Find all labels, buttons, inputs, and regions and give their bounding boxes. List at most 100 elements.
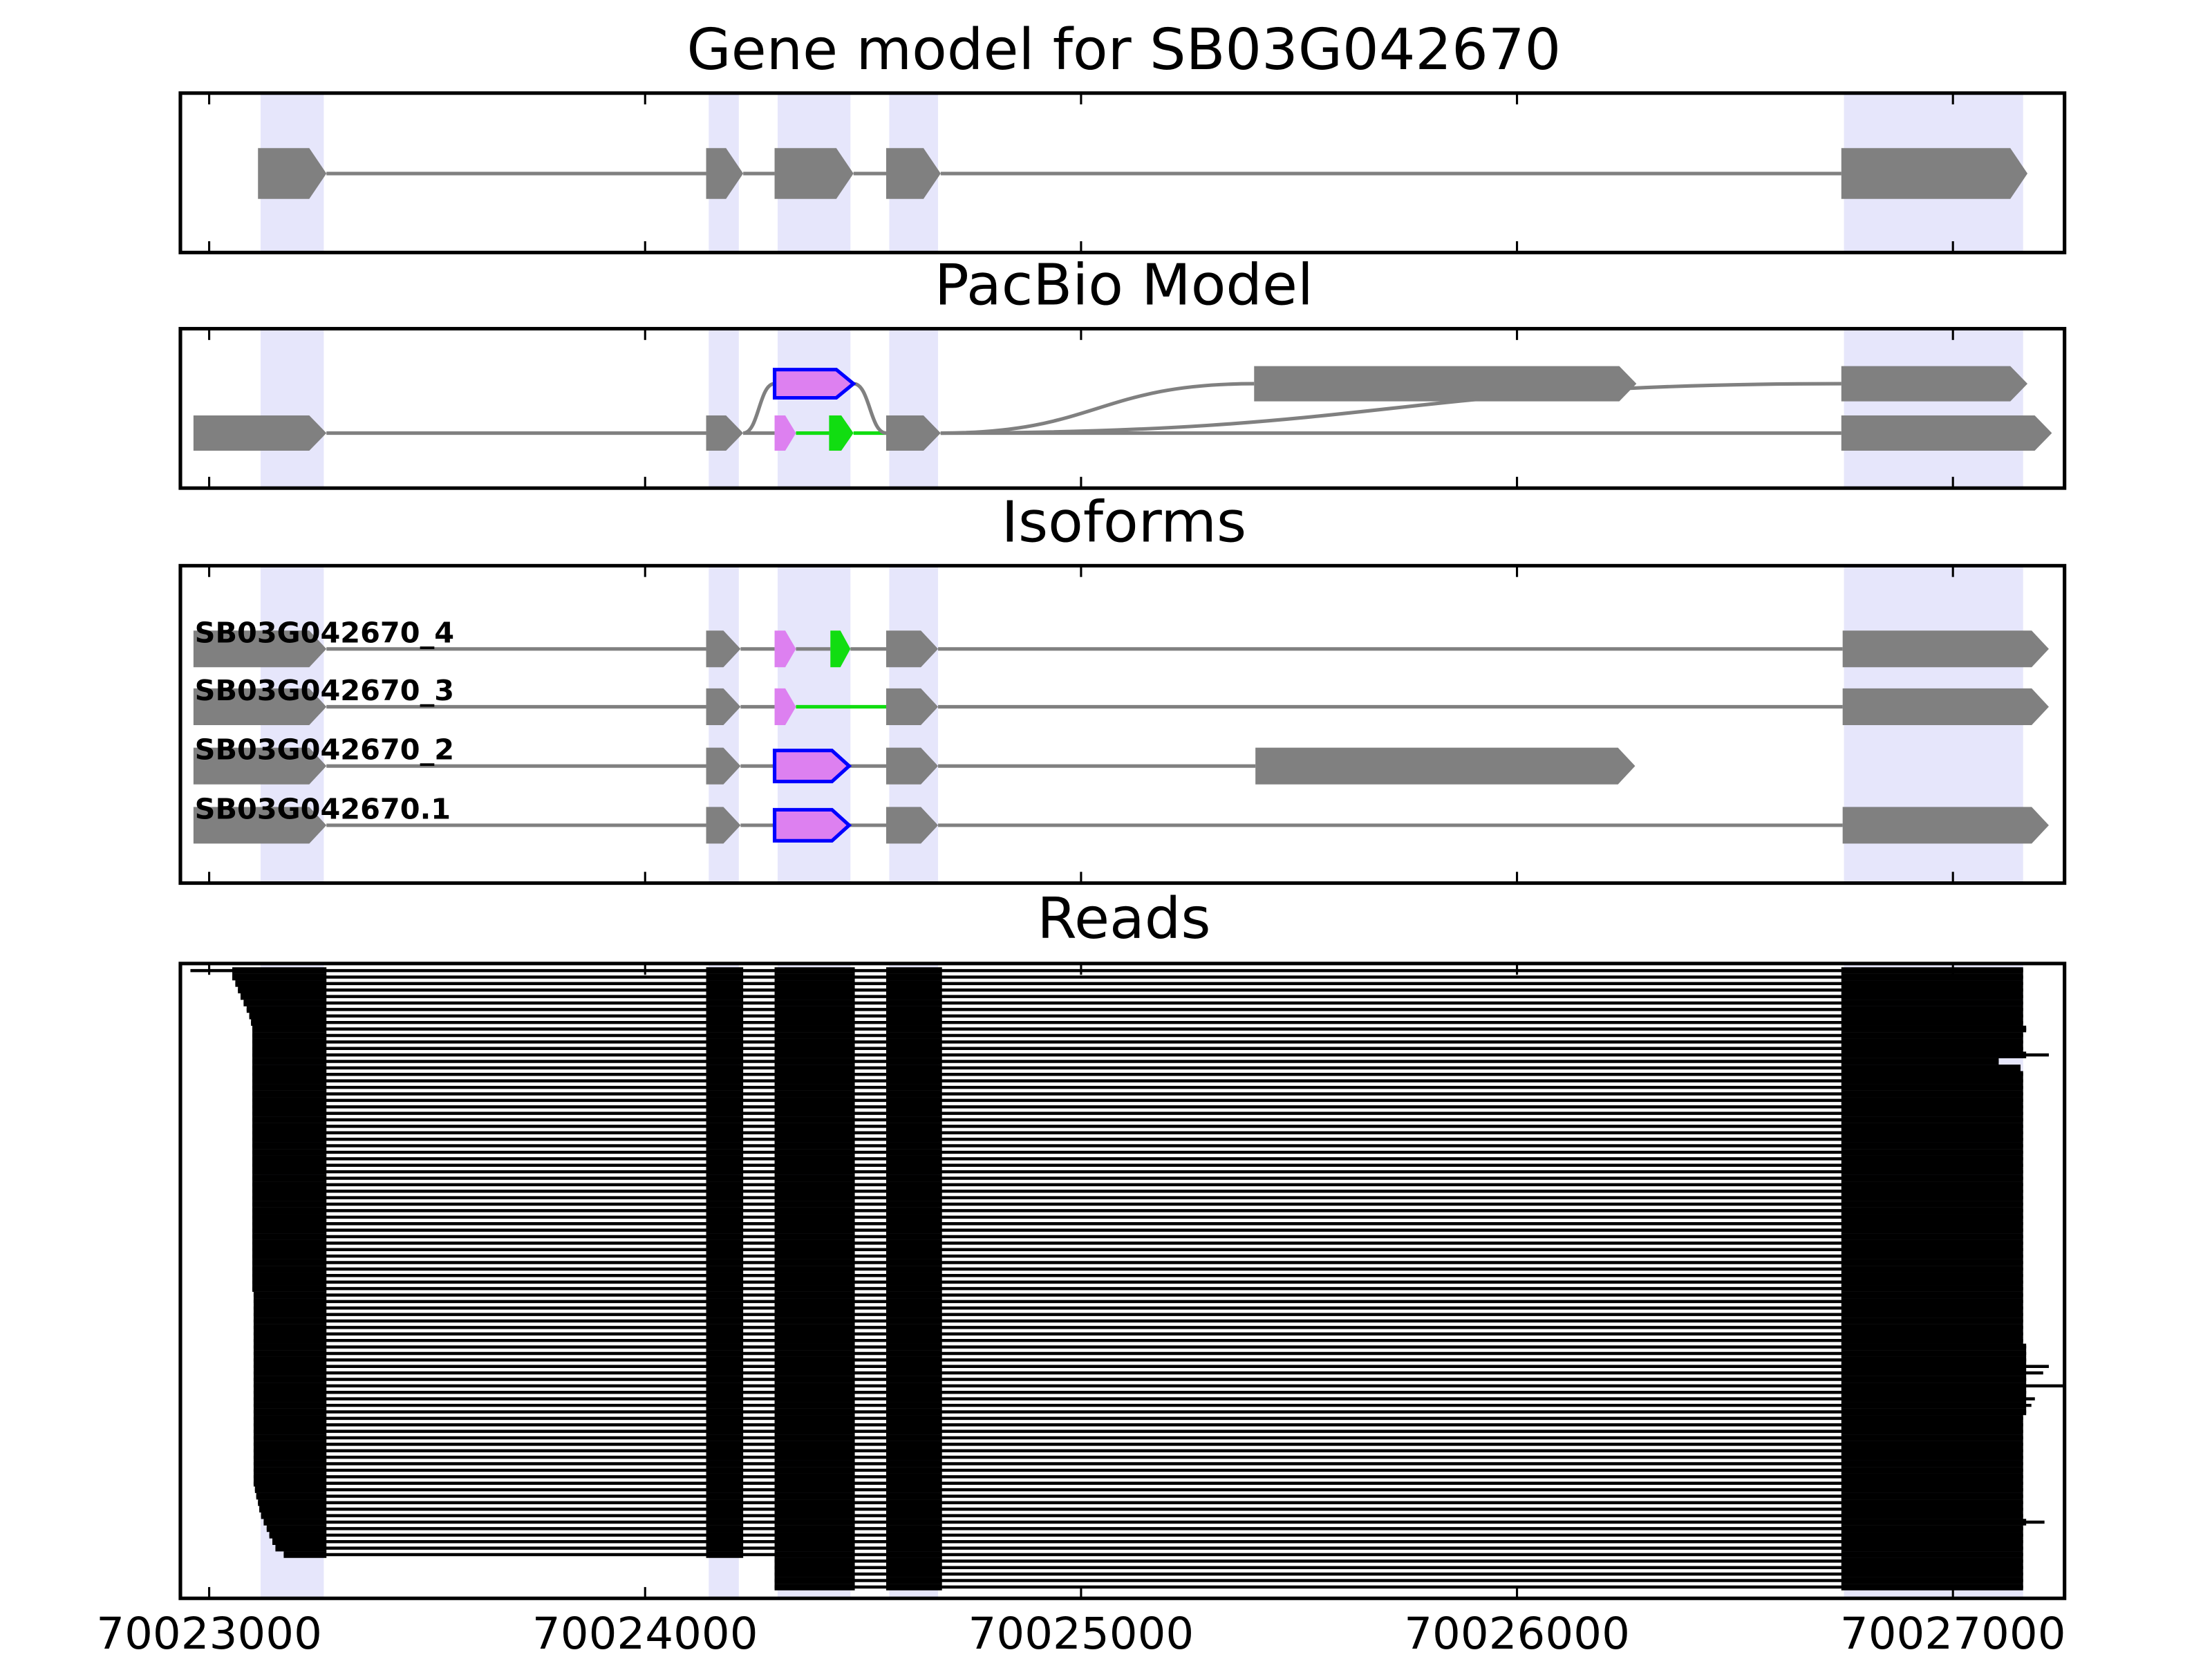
read-block bbox=[706, 1538, 744, 1545]
read-block bbox=[252, 1168, 327, 1175]
read-block bbox=[1841, 1291, 2023, 1299]
read-block bbox=[774, 1032, 855, 1039]
read-block bbox=[1841, 1564, 2023, 1571]
read-block bbox=[252, 1188, 327, 1195]
read-block bbox=[253, 1350, 327, 1357]
read-block bbox=[774, 1188, 855, 1195]
read-block bbox=[253, 1382, 327, 1389]
read-block bbox=[886, 1519, 942, 1526]
read-block bbox=[1841, 1467, 2023, 1474]
read-block bbox=[774, 1090, 855, 1098]
read-block bbox=[1841, 1544, 2023, 1552]
read-block bbox=[1841, 1188, 2023, 1195]
read-block bbox=[706, 1460, 744, 1468]
read-block bbox=[252, 1201, 327, 1208]
read-block bbox=[259, 1506, 327, 1513]
x-tick-label: 70023000 bbox=[96, 1609, 322, 1659]
read-block bbox=[1841, 993, 2023, 1000]
read-block bbox=[886, 1065, 942, 1071]
read-block bbox=[886, 1395, 942, 1403]
read-block bbox=[1841, 1395, 2027, 1403]
read-block bbox=[886, 1369, 942, 1376]
read-block bbox=[774, 1577, 855, 1584]
read-block bbox=[886, 1337, 942, 1344]
read-block bbox=[774, 1129, 855, 1136]
read-block bbox=[706, 1168, 744, 1175]
read-block bbox=[706, 1298, 744, 1305]
read-block bbox=[886, 1343, 942, 1351]
read-block bbox=[886, 1350, 942, 1357]
read-block bbox=[886, 1473, 942, 1481]
read-block bbox=[774, 1168, 855, 1175]
read-block bbox=[886, 1116, 942, 1123]
read-block bbox=[886, 1460, 942, 1468]
read-block bbox=[706, 1129, 744, 1136]
exon bbox=[774, 148, 854, 199]
read-block bbox=[774, 1421, 855, 1429]
read-block bbox=[261, 1512, 327, 1519]
read-block bbox=[252, 1051, 327, 1058]
read-block bbox=[706, 1427, 744, 1435]
exon bbox=[886, 688, 939, 725]
exon bbox=[1842, 630, 2049, 668]
read-block bbox=[774, 1246, 855, 1253]
read-block bbox=[706, 1044, 744, 1052]
read-block bbox=[706, 1337, 744, 1344]
read-block bbox=[1841, 1109, 2023, 1117]
read-block bbox=[706, 1253, 744, 1259]
read-block bbox=[1841, 1577, 2023, 1584]
read-block bbox=[774, 1291, 855, 1299]
read-block bbox=[1841, 1149, 2023, 1156]
read-block bbox=[1841, 1090, 2023, 1098]
read-block bbox=[252, 1129, 327, 1136]
read-block bbox=[253, 1343, 327, 1351]
intron bbox=[742, 382, 776, 435]
x-tick-label: 70026000 bbox=[1404, 1609, 1630, 1659]
read-block bbox=[253, 1415, 327, 1422]
read-block bbox=[706, 1065, 744, 1071]
read-block bbox=[774, 1376, 855, 1383]
read-block bbox=[706, 1473, 744, 1481]
exon bbox=[193, 747, 327, 785]
read-block bbox=[253, 1441, 327, 1448]
read-block bbox=[1841, 1168, 2023, 1175]
read-block bbox=[1841, 1000, 2023, 1006]
read-block bbox=[1841, 1473, 2023, 1481]
highlight bbox=[777, 328, 851, 489]
read-block bbox=[774, 1479, 855, 1487]
read-block bbox=[774, 1136, 855, 1143]
read-block bbox=[253, 1369, 327, 1376]
read-block bbox=[1841, 1194, 2023, 1201]
read-block bbox=[886, 1551, 942, 1558]
read-block bbox=[886, 1194, 942, 1201]
read-block bbox=[774, 1220, 855, 1227]
read-block bbox=[253, 1427, 327, 1435]
read-block bbox=[246, 1006, 327, 1013]
read-block bbox=[886, 1492, 942, 1500]
read-block bbox=[774, 1311, 855, 1318]
read-block bbox=[252, 1246, 327, 1253]
intron bbox=[940, 382, 1255, 435]
read-block bbox=[706, 1259, 744, 1266]
read-block bbox=[886, 1544, 942, 1552]
isoform-label: SB03G042670.1 bbox=[195, 793, 451, 826]
read-block bbox=[706, 1544, 744, 1552]
highlight bbox=[709, 328, 739, 489]
read-block bbox=[706, 1000, 744, 1006]
read-block bbox=[886, 1311, 942, 1318]
read-block bbox=[886, 1155, 942, 1163]
read-block bbox=[774, 1408, 855, 1416]
read-block bbox=[774, 980, 855, 987]
read-block bbox=[706, 1097, 744, 1104]
read-block bbox=[886, 1479, 942, 1487]
read-block bbox=[1841, 1427, 2023, 1435]
read-block bbox=[1841, 1272, 2023, 1280]
read-block bbox=[1841, 1415, 2023, 1422]
read-block bbox=[886, 1058, 942, 1065]
read-block bbox=[252, 1136, 327, 1143]
read-block bbox=[886, 1123, 942, 1130]
panel-title: Gene model for SB03G042670 bbox=[687, 17, 1562, 82]
read-block bbox=[238, 986, 327, 994]
read-block bbox=[706, 1226, 744, 1234]
exon bbox=[886, 630, 939, 668]
